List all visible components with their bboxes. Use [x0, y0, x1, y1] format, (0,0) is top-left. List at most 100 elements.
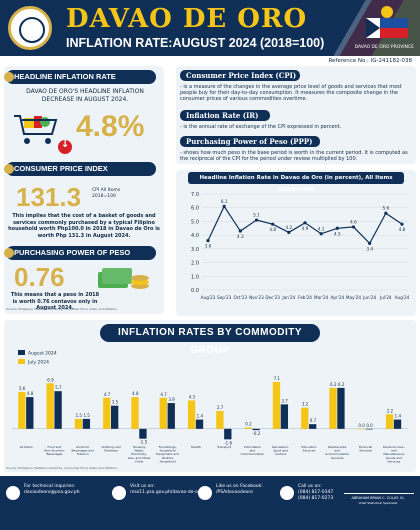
- legend-label: August 2024: [28, 351, 57, 357]
- technical-email[interactable]: davaodeoro@psa.gov.ph: [24, 490, 80, 495]
- category-label: Clothing and Footwear: [101, 445, 120, 453]
- category-label-line: Services: [303, 449, 316, 453]
- y-tick-label: 3.0: [191, 247, 199, 253]
- commodity-bar: [309, 424, 317, 429]
- headline-label: HEADLINE INFLATION RATE: [4, 70, 156, 84]
- bar-value-label: 4.8: [132, 391, 139, 396]
- category-label-line: Water,: [134, 449, 144, 453]
- category-label-line: and: [250, 449, 256, 453]
- ppp-label: PURCHASING POWER OF PESO: [4, 246, 156, 260]
- signatory-name: ABRAHAM BRIAN C. CULAY, III,: [351, 496, 405, 500]
- category-label-line: Footwear: [104, 449, 119, 453]
- category-label-line: Services: [331, 456, 344, 460]
- category-label-line: Services: [388, 459, 401, 463]
- data-label: 4.8: [269, 227, 276, 232]
- x-tick-label: Aug'23: [201, 295, 216, 300]
- x-tick-label: Oct'23: [233, 295, 247, 300]
- ir-definition-title: Inflation Rate (IR): [180, 110, 270, 121]
- category-label-line: Culture: [275, 452, 286, 456]
- data-label: 4.6: [350, 219, 357, 224]
- data-point: [222, 204, 226, 208]
- call-numbers: (084) 817-0347 (084) 817-0273: [298, 490, 334, 501]
- data-label: 4.1: [318, 226, 325, 231]
- y-tick-label: 6.0: [191, 206, 199, 212]
- data-point: [271, 222, 275, 226]
- bar-value-label: 5.6: [19, 386, 26, 391]
- data-point: [335, 226, 339, 230]
- category-label-line: Alcoholic: [76, 445, 90, 449]
- category-label: Recreation, Sport and Culture: [272, 445, 289, 456]
- visit-url[interactable]: rsso11.psa.gov.ph/davao-de-oro: [130, 490, 203, 495]
- legend-swatch: [18, 359, 25, 364]
- legend-label: July 2024: [27, 360, 49, 366]
- commodity-bar: [224, 428, 232, 440]
- category-label-line: Goods and: [386, 456, 402, 460]
- commodity-bar: [159, 397, 167, 429]
- footer-visit: Visit us on: rsso11.psa.gov.ph/davao-de-…: [130, 484, 203, 496]
- ppp-definition-text: - shows how much peso in the base period…: [180, 150, 408, 162]
- bar-value-label: 1.5: [83, 413, 90, 418]
- call-label: Call us on:: [298, 484, 322, 489]
- bar-value-label: -1.6: [224, 440, 232, 445]
- globe-icon: [112, 486, 126, 500]
- x-tick-label: Aug'24: [395, 295, 410, 300]
- bar-value-label: 5.7: [55, 385, 62, 390]
- bar-value-label: 4.7: [160, 392, 167, 397]
- category-label-line: Fuels: [135, 459, 143, 463]
- category-label-line: Accommodation: [325, 452, 349, 456]
- bar-value-label: 3.7: [281, 398, 288, 403]
- commodity-bar: [216, 410, 224, 429]
- commodity-source-note: Source: Philippine Statistics Authority,…: [6, 466, 117, 470]
- category-label: Housing, Water, Electricity, Gas, and Other…: [128, 445, 152, 463]
- data-point: [400, 222, 404, 226]
- line-chart-title: Headline Inflation Rate in Davao de Oro …: [188, 172, 404, 193]
- bar-value-label: 4.7: [104, 392, 111, 397]
- cpi-definition-text: - is a measure of the changes in the ave…: [180, 84, 402, 102]
- category-label: Food and Non-Alcoholic Beverages: [44, 445, 65, 456]
- data-label: 4.3: [237, 234, 244, 239]
- ppp-definition-title: Purchasing Power of Peso (PPP): [180, 136, 320, 147]
- category-label-line: Miscellaneous: [383, 452, 404, 456]
- commodity-bar: [329, 387, 337, 429]
- category-label-line: All Items: [20, 445, 34, 449]
- commodity-bar-chart: August 2024 July 2024 5.6 4.8 All Items 6.95.…: [12, 350, 408, 463]
- bar-value-label: 7.1: [274, 376, 281, 381]
- commodity-bar: [46, 383, 54, 429]
- commodity-bar: [244, 427, 252, 429]
- y-tick-label: 7.0: [191, 192, 199, 198]
- cpi-value: 131.3: [16, 182, 82, 212]
- commodity-bar: [301, 407, 309, 429]
- commodity-bar: [195, 419, 204, 429]
- data-point: [384, 211, 388, 215]
- category-label-line: Services: [359, 449, 372, 453]
- commodity-bar: [187, 400, 196, 429]
- commodity-bar: [272, 381, 281, 429]
- bar-value-label: 2.2: [387, 408, 394, 413]
- data-label: 3.6: [205, 244, 212, 249]
- facebook-handle[interactable]: /PSAdavaodeoro: [216, 490, 253, 495]
- category-label-line: Household: [160, 459, 176, 463]
- category-label-line: Food and: [48, 445, 62, 449]
- data-label: 3.4: [366, 246, 373, 251]
- footer: [0, 476, 420, 530]
- signatory-role: Chief Statistical Specialist: [358, 501, 398, 505]
- category-label: Health: [191, 445, 201, 449]
- x-tick-label: Nov'23: [249, 295, 264, 300]
- bar-value-label: 1.4: [395, 414, 402, 419]
- category-label: Education Services: [302, 445, 317, 453]
- email-icon: [6, 486, 20, 500]
- category-label: All Items: [20, 445, 34, 449]
- category-label-line: Education: [302, 445, 317, 449]
- bar-value-label: 6.2: [330, 382, 337, 387]
- cpi-description: This implies that the cost of a basket o…: [8, 213, 160, 239]
- commodity-bar: [252, 428, 260, 431]
- x-tick-label: Jan'24: [281, 295, 295, 300]
- category-label: Furnishings, Household Equipment and Routin…: [156, 445, 179, 463]
- commodity-bar: [167, 403, 175, 429]
- data-label: 4.2: [285, 225, 292, 230]
- page-title: DAVAO DE ORO: [66, 4, 308, 34]
- category-label-line: Financial: [359, 445, 372, 449]
- category-label: Personal Care, and Miscellaneous Goods and S…: [383, 445, 405, 463]
- bar-value-label: 3.5: [112, 400, 119, 405]
- bar-value-label: 6.9: [47, 377, 54, 382]
